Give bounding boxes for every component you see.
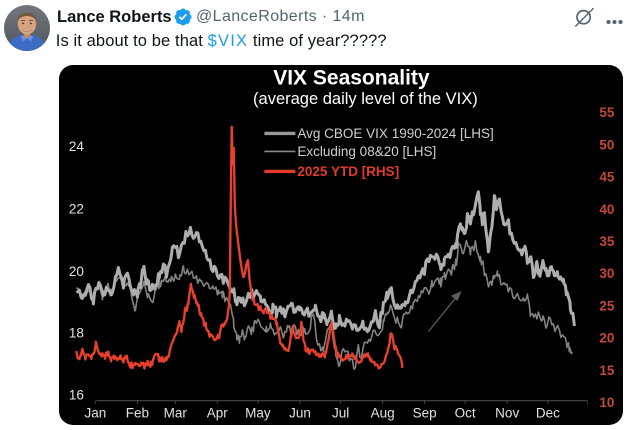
svg-text:Excluding 08&20 [LHS]: Excluding 08&20 [LHS] (297, 145, 436, 160)
svg-text:22: 22 (68, 202, 83, 217)
svg-text:Feb: Feb (125, 406, 148, 421)
svg-text:15: 15 (599, 363, 615, 378)
svg-text:24: 24 (68, 139, 84, 154)
svg-text:16: 16 (68, 388, 83, 403)
svg-text:Dec: Dec (535, 406, 559, 421)
svg-text:2025 YTD [RHS]: 2025 YTD [RHS] (297, 165, 399, 180)
svg-text:Apr: Apr (206, 406, 228, 421)
svg-text:Mar: Mar (163, 406, 187, 421)
svg-text:55: 55 (599, 105, 615, 120)
svg-text:10: 10 (599, 396, 614, 411)
svg-text:35: 35 (599, 234, 615, 249)
svg-text:VIX Seasonality: VIX Seasonality (273, 67, 430, 90)
svg-text:(average daily level of the VI: (average daily level of the VIX) (253, 90, 478, 108)
svg-text:20: 20 (68, 264, 83, 279)
svg-text:20: 20 (599, 331, 614, 346)
svg-text:Oct: Oct (454, 406, 475, 421)
svg-text:50: 50 (599, 138, 614, 153)
svg-text:Aug: Aug (370, 406, 394, 421)
svg-text:Nov: Nov (495, 406, 519, 421)
svg-text:Jun: Jun (289, 406, 311, 421)
svg-text:25: 25 (599, 299, 615, 314)
svg-text:40: 40 (599, 202, 614, 217)
svg-text:Sep: Sep (412, 406, 436, 421)
svg-text:Jul: Jul (332, 406, 349, 421)
svg-text:45: 45 (599, 170, 615, 185)
svg-text:Jan: Jan (84, 406, 106, 421)
svg-text:May: May (245, 406, 271, 421)
svg-text:Avg CBOE VIX 1990-2024 [LHS]: Avg CBOE VIX 1990-2024 [LHS] (297, 127, 493, 142)
svg-text:30: 30 (599, 267, 614, 282)
svg-text:18: 18 (68, 326, 83, 341)
